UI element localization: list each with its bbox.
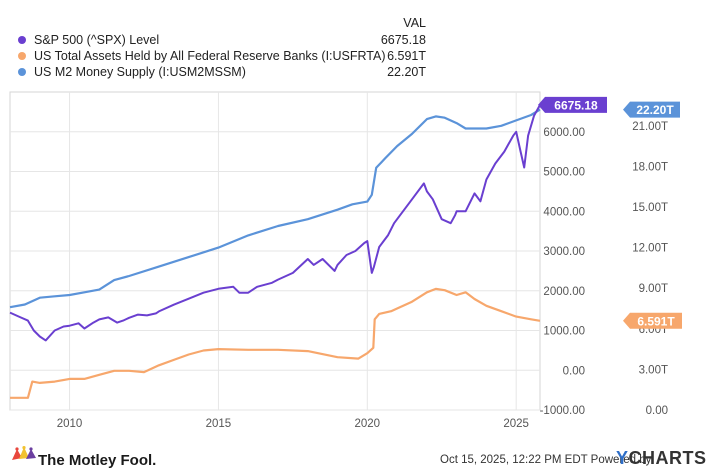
x-axis-tick-label: 2020 <box>355 418 381 430</box>
left-axis-tick-label: 3000.00 <box>543 246 585 258</box>
right-axis-tick-label: 0.00 <box>646 405 668 417</box>
legend-value-sp500: 6675.18 <box>380 33 426 47</box>
series-line <box>9 108 541 309</box>
ycharts-logo-y: Y <box>616 448 629 468</box>
sp500-end-label-text: 6675.18 <box>554 98 598 112</box>
left-axis-tick-label: -1000.00 <box>540 405 585 417</box>
ycharts-logo[interactable]: YCHARTS <box>616 448 707 469</box>
brand-name: The Motley Fool. <box>38 452 157 469</box>
sp500-end-label-box <box>538 96 607 113</box>
left-axis-tick-label: 6000.00 <box>543 127 585 139</box>
timestamp: Oct 15, 2025, 12:22 PM EDT Powered by <box>440 454 652 466</box>
legend-label-m2: US M2 Money Supply (I:USM2MSSM) <box>34 65 246 79</box>
footer: The Motley Fool. Oct 15, 2025, 12:22 PM … <box>0 446 720 473</box>
m2-end-label-box <box>623 101 680 118</box>
legend-marker-m2 <box>18 68 26 76</box>
legend-label-fed-assets: US Total Assets Held by All Federal Rese… <box>34 49 386 63</box>
x-axis-tick-label: 2025 <box>503 418 529 430</box>
fed-assets-end-label: 6.591T <box>623 312 682 329</box>
legend-label-sp500: S&P 500 (^SPX) Level <box>34 33 160 47</box>
right-axis-tick-label: 18.00T <box>632 161 668 173</box>
left-axis-tick-label: 5000.00 <box>543 167 585 179</box>
series-line <box>10 287 541 399</box>
sp500-end-label: 6675.18 <box>538 96 607 113</box>
series-line <box>9 104 541 342</box>
legend-value-header: VAL <box>403 16 426 30</box>
fed-assets-end-label-box <box>623 312 682 329</box>
jester-hat-icon <box>12 446 36 460</box>
ycharts-logo-text: CHARTS <box>628 448 707 468</box>
legend-marker-sp500 <box>18 36 26 44</box>
legend-value-fed-assets: 6.591T <box>387 49 426 63</box>
left-axis-tick-label: 2000.00 <box>543 286 585 298</box>
right-axis-tick-label: 3.00T <box>639 364 668 376</box>
chart-legend: VAL S&P 500 (^SPX) Level 6675.18 US Tota… <box>0 0 720 80</box>
x-axis-tick-label: 2015 <box>206 418 232 430</box>
m2-end-label-text: 22.20T <box>636 103 674 117</box>
right-axis-tick-label: 15.00T <box>632 202 668 214</box>
left-axis-tick-label: 1000.00 <box>543 326 585 338</box>
right-axis-tick-label: 9.00T <box>639 283 668 295</box>
left-axis-tick-label: 0.00 <box>563 365 585 377</box>
legend-marker-fed-assets <box>18 52 26 60</box>
fed-assets-end-label-text: 6.591T <box>637 314 675 328</box>
right-axis-tick-label: 12.00T <box>632 243 668 255</box>
x-axis-tick-label: 2010 <box>57 418 83 430</box>
legend-value-m2: 22.20T <box>387 65 426 79</box>
line-chart: -1000.00 0.00 1000.00 2000.00 3000.00 4000.00… <box>9 91 682 430</box>
left-axis-tick-label: 4000.00 <box>543 206 585 218</box>
right-axis-tick-label: 21.00T <box>632 121 668 133</box>
m2-end-label: 22.20T <box>623 101 680 118</box>
